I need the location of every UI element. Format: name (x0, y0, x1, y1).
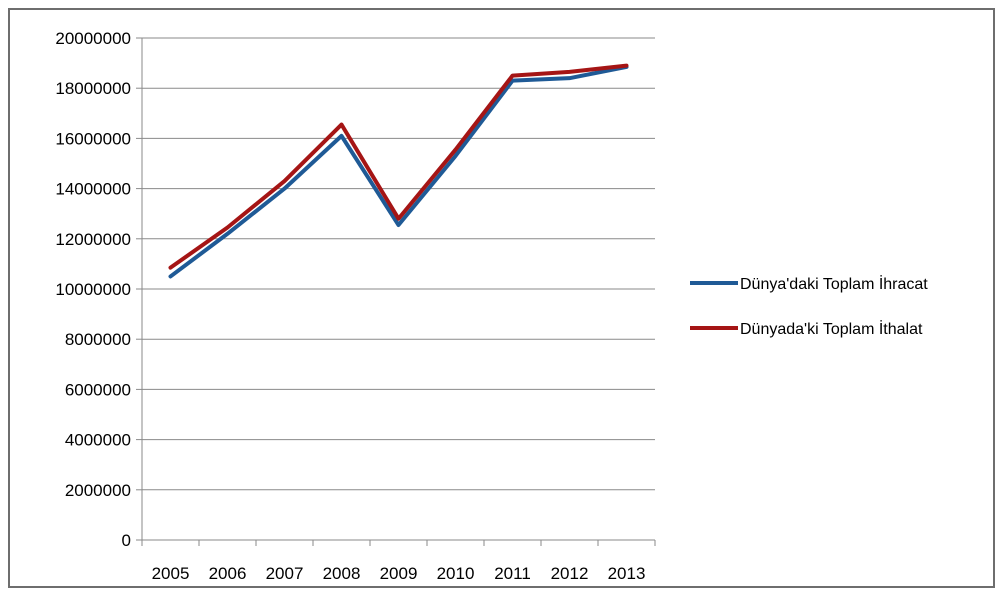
legend-label: Dünya'daki Toplam İhracat (740, 274, 928, 293)
legend: Dünya'daki Toplam İhracat Dünyada'ki Topl… (690, 274, 928, 338)
y-tick-label: 6000000 (65, 380, 131, 399)
x-tick-label: 2012 (551, 564, 589, 583)
x-axis-tick-labels: 2005 2006 2007 2008 2009 2010 2011 2012 2013 (152, 564, 646, 583)
x-tick-label: 2011 (494, 564, 531, 583)
axes (136, 37, 656, 546)
y-tick-label: 10000000 (55, 280, 131, 299)
y-axis-tick-labels: 0 2000000 4000000 6000000 8000000 10000000 120… (55, 29, 131, 550)
y-tick-label: 2000000 (65, 481, 131, 500)
series-line-ihracat (168, 64, 629, 279)
x-tick-label: 2005 (152, 564, 190, 583)
legend-label: Dünyada'ki Toplam İthalat (740, 319, 923, 338)
x-tick-label: 2009 (380, 564, 418, 583)
x-tick-label: 2006 (209, 564, 247, 583)
y-tick-label: 4000000 (65, 431, 131, 450)
series-lines (168, 63, 629, 279)
y-tick-label: 8000000 (65, 330, 131, 349)
x-tick-label: 2008 (323, 564, 361, 583)
y-tick-label: 14000000 (55, 180, 131, 199)
gridlines (142, 37, 655, 491)
y-tick-label: 0 (122, 531, 131, 550)
x-tick-label: 2007 (266, 564, 304, 583)
y-tick-label: 12000000 (55, 230, 131, 249)
x-tick-label: 2013 (608, 564, 646, 583)
series-line-ithalat (168, 63, 629, 270)
x-tick-label: 2010 (437, 564, 475, 583)
chart-frame (8, 8, 995, 588)
y-tick-label: 20000000 (55, 29, 131, 48)
y-tick-label: 16000000 (55, 129, 131, 148)
y-tick-label: 18000000 (55, 79, 131, 98)
